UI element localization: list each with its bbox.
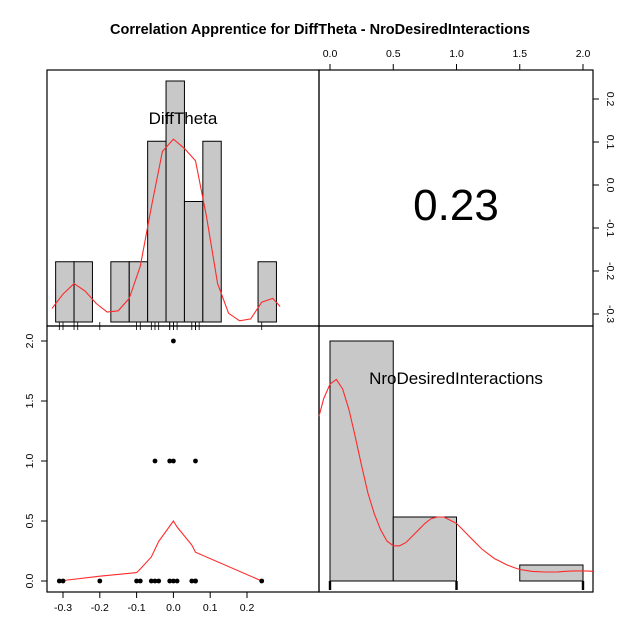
diff-theta-bar xyxy=(257,261,277,323)
tick-label: 1.0 xyxy=(24,454,36,469)
scatter-point xyxy=(137,578,143,584)
tick-label: -0.1 xyxy=(604,219,616,237)
nro-rug xyxy=(328,581,585,590)
tick-label: 0.0 xyxy=(604,178,616,193)
diff-theta-bars xyxy=(55,80,277,323)
scatter-point xyxy=(56,578,62,584)
tick-label: 0.5 xyxy=(24,514,36,529)
scatter-point xyxy=(167,458,173,464)
scatter-point xyxy=(259,578,265,584)
diff-theta-bar xyxy=(110,261,130,323)
tick-label: 0.0 xyxy=(24,574,36,589)
nro-bar xyxy=(392,516,457,582)
nro-left-axis: 0.0 0.5 1.0 1.5 2.0 xyxy=(24,334,48,589)
correlation-panel: 0.23 0.0 0.5 1.0 1.5 2.0 -0.3 -0.2 -0.1 0.0 0.1 0… xyxy=(318,48,616,327)
scatter-panel: -0.3 -0.2 -0.1 0.0 0.1 0.2 0.0 0.5 1.0 1.5 2.0 xyxy=(24,325,320,614)
scatter-point xyxy=(167,578,173,584)
panel-border xyxy=(46,325,320,593)
tick-label: 1.5 xyxy=(512,48,527,60)
diff-theta-bar xyxy=(183,201,204,323)
chart-title: Correlation Apprentice for DiffTheta - N… xyxy=(110,22,530,38)
correlation-value: 0.23 xyxy=(413,181,499,230)
nro-histogram-panel: NroDesiredInteractions xyxy=(318,325,594,593)
scatter-point xyxy=(97,578,103,584)
scatter-point xyxy=(174,578,180,584)
diff-theta-label: DiffTheta xyxy=(149,109,218,128)
tick-label: 0.0 xyxy=(166,602,181,614)
nro-top-axis: 0.0 0.5 1.0 1.5 2.0 xyxy=(323,48,591,71)
diff-theta-histogram-panel: DiffTheta xyxy=(46,69,320,330)
tick-label: -0.3 xyxy=(54,602,72,614)
tick-label: 0.1 xyxy=(203,602,218,614)
nro-label: NroDesiredInteractions xyxy=(369,369,543,388)
scatter-point xyxy=(60,578,66,584)
tick-label: 0.5 xyxy=(386,48,401,60)
nro-density-curve xyxy=(318,378,594,573)
tick-label: -0.1 xyxy=(128,602,146,614)
tick-label: 0.2 xyxy=(240,602,255,614)
scatter-point xyxy=(134,578,140,584)
scatter-point xyxy=(152,458,158,464)
scatter-point xyxy=(171,458,176,464)
nro-bars xyxy=(329,340,584,582)
scatter-point xyxy=(148,578,154,584)
tick-label: 0.0 xyxy=(323,48,338,60)
tick-label: 0.2 xyxy=(604,92,616,107)
scatter-point xyxy=(171,338,176,344)
scatter-point xyxy=(152,578,158,584)
scatter-smooth-line xyxy=(59,520,262,582)
diff-right-axis: -0.3 -0.2 -0.1 0.0 0.1 0.2 xyxy=(592,92,616,323)
tick-label: 1.0 xyxy=(449,48,464,60)
scatter-point xyxy=(189,578,195,584)
tick-label: 2.0 xyxy=(24,334,36,349)
scatter-point xyxy=(171,578,176,584)
diff-theta-bar xyxy=(73,261,93,323)
diff-theta-bar xyxy=(147,140,167,323)
tick-label: -0.3 xyxy=(604,305,616,323)
tick-label: -0.2 xyxy=(604,262,616,280)
tick-label: 2.0 xyxy=(576,48,591,60)
tick-label: -0.2 xyxy=(91,602,109,614)
nro-bar xyxy=(519,564,584,582)
diff-theta-density-curve xyxy=(51,138,281,322)
scatter-point xyxy=(193,578,198,584)
nro-bar xyxy=(329,340,394,582)
scatter-point xyxy=(193,458,198,464)
panel-border xyxy=(318,325,594,593)
diff-bottom-axis: -0.3 -0.2 -0.1 0.0 0.1 0.2 xyxy=(54,591,255,614)
scatter-point xyxy=(156,578,162,584)
diff-theta-bar xyxy=(202,140,222,323)
tick-label: 1.5 xyxy=(24,394,36,409)
tick-label: 0.1 xyxy=(604,135,616,150)
scatter-points xyxy=(56,338,265,584)
